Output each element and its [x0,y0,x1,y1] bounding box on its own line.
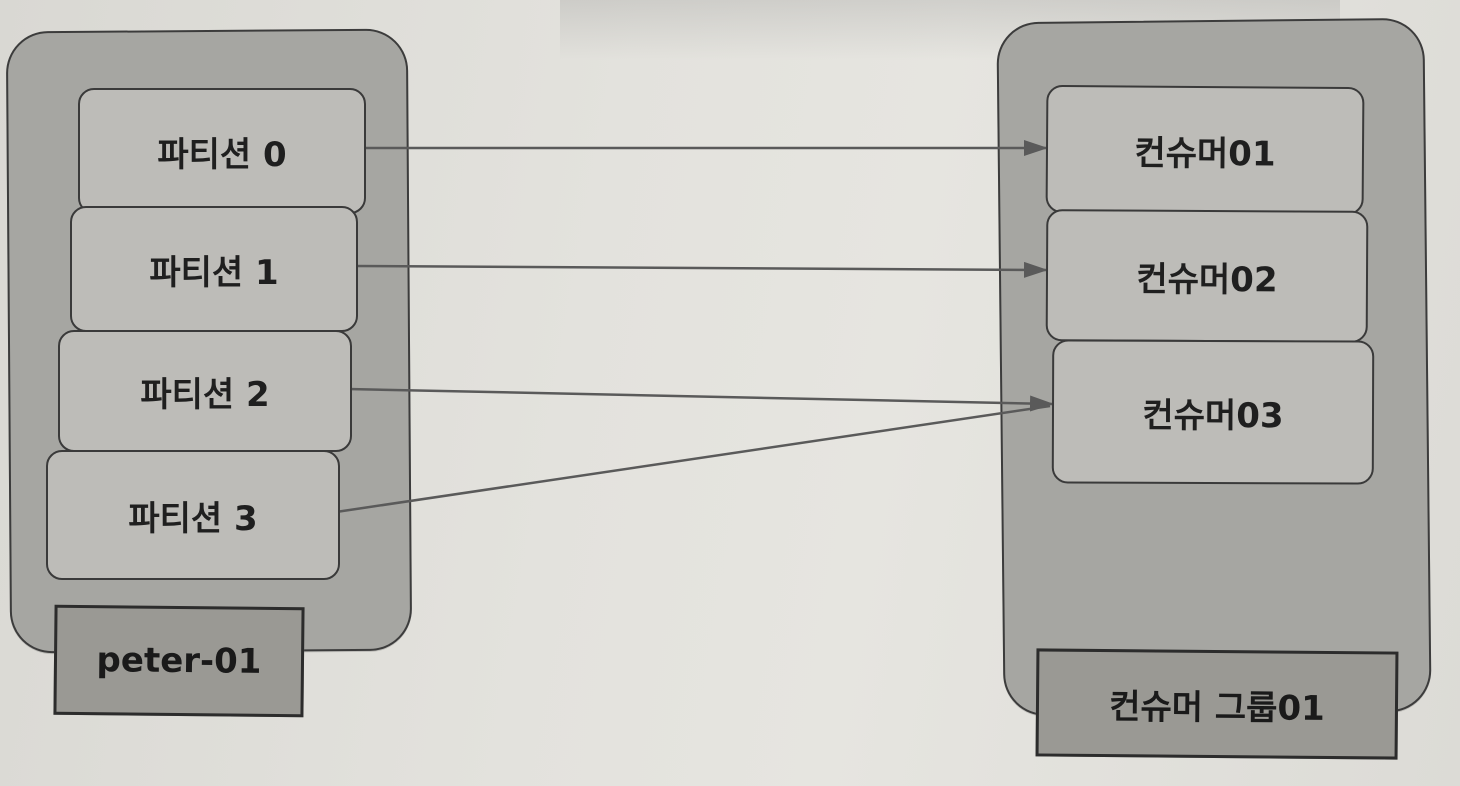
partition-3-box: 파티션 3 [46,450,340,580]
consumer-02-box: 컨슈머02 [1045,209,1369,343]
partition-3-label: 파티션 3 [128,498,258,539]
consumer-group-name-text: 컨슈머 그룹01 [1109,686,1325,729]
consumer-03-label: 컨슈머03 [1142,395,1284,436]
arrow-partition-3-to-consumer-03 [335,404,1051,514]
consumer-01-label: 컨슈머01 [1134,133,1276,174]
topic-name-text: peter-01 [96,640,262,682]
partition-1-label: 파티션 1 [149,252,279,293]
consumer-group-name-label: 컨슈머 그룹01 [1035,648,1399,760]
consumer-01-box: 컨슈머01 [1045,84,1365,216]
consumer-03-box: 컨슈머03 [1051,339,1375,485]
consumer-02-label: 컨슈머02 [1136,259,1278,300]
topic-name-label: peter-01 [53,604,305,718]
partition-1-box: 파티션 1 [70,206,358,332]
partition-2-label: 파티션 2 [140,374,270,415]
arrow-partition-2-to-consumer-03 [347,387,1054,412]
partition-2-box: 파티션 2 [58,330,352,452]
partition-0-label: 파티션 0 [157,134,287,175]
partition-0-box: 파티션 0 [78,88,366,214]
arrow-partition-1-to-consumer-02 [353,261,1048,278]
